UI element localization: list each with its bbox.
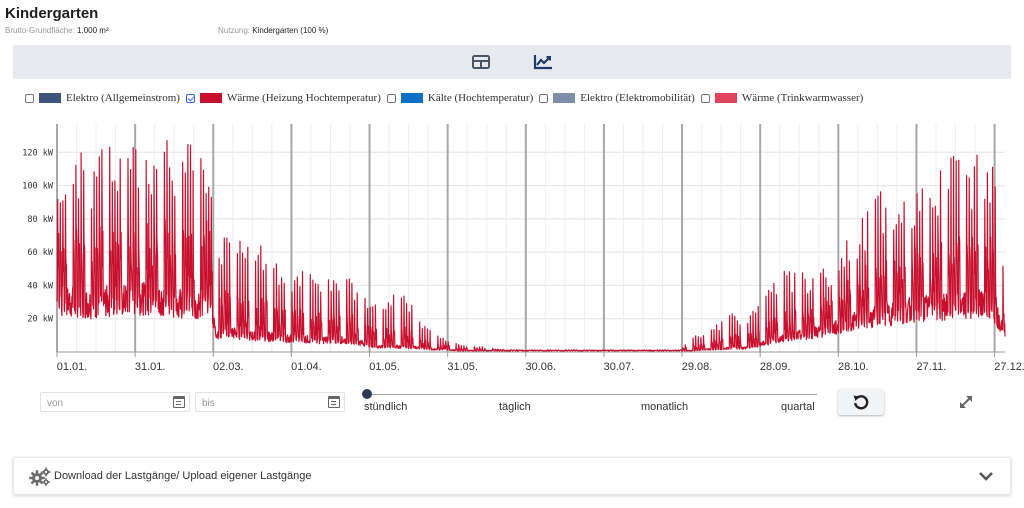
view-toolbar (13, 45, 1011, 79)
y-tick-label: 80 kW (27, 215, 53, 225)
table-view-button[interactable] (470, 52, 492, 72)
y-tick-label: 40 kW (27, 281, 53, 291)
x-tick-label: 28.10. (838, 361, 869, 370)
legend-checkbox[interactable] (25, 93, 34, 103)
x-tick-label: 27.12. (994, 361, 1024, 370)
x-tick-label: 01.04. (291, 361, 322, 370)
download-label: Download der Lastgänge/ Upload eigener L… (54, 470, 312, 482)
area-value: 1.000 m² (77, 26, 109, 35)
x-tick-label: 31.01. (135, 361, 166, 370)
calendar-icon[interactable] (173, 396, 185, 408)
line-chart-icon (533, 55, 552, 70)
series-line-heating (56, 140, 1006, 352)
x-tick-label: 31.05. (447, 361, 478, 370)
fullscreen-button[interactable] (957, 393, 975, 411)
usage-value: Kindergarten (100 %) (252, 26, 329, 35)
legend-label: Wärme (Heizung Hochtemperatur) (226, 92, 381, 104)
x-tick-label: 28.09. (760, 361, 791, 370)
legend-label: Elektro (Allgemeinstrom) (66, 92, 180, 104)
resolution-slider-track[interactable] (367, 394, 817, 395)
usage-info: Nutzung: Kindergarten (100 %) (218, 26, 328, 35)
x-tick-label: 30.07. (604, 361, 635, 370)
legend-checkbox[interactable] (185, 93, 195, 103)
y-tick-label: 100 kW (22, 182, 54, 192)
legend-item[interactable]: Kälte (Hochtemperatur) (386, 92, 534, 104)
download-accordion[interactable]: Download der Lastgänge/ Upload eigener L… (13, 457, 1011, 495)
date-from-input[interactable] (41, 394, 161, 413)
date-to-input[interactable] (196, 394, 316, 413)
resolution-option-monthly[interactable]: monatlich (641, 401, 689, 413)
area-info: Brutto-Grundfläche: 1.000 m² (5, 26, 109, 35)
legend-label: Wärme (Trinkwarmwasser) (741, 92, 864, 104)
legend-checkbox[interactable] (700, 93, 710, 103)
chart-legend: Elektro (Allgemeinstrom) Wärme (Heizung H… (25, 91, 869, 105)
load-profile-chart: 20 kW 40 kW 60 kW 80 kW 100 kW 120 kW 01.01. 31… (22, 124, 1024, 370)
legend-swatch (553, 93, 576, 103)
area-label: Brutto-Grundfläche: (5, 26, 75, 35)
legend-item[interactable]: Wärme (Trinkwarmwasser) (700, 92, 864, 104)
date-to-field[interactable] (195, 392, 345, 413)
gears-icon (29, 467, 51, 486)
legend-checkbox[interactable] (539, 93, 549, 103)
legend-swatch (39, 93, 61, 103)
chevron-down-icon (979, 472, 993, 481)
x-tick-label: 30.06. (525, 361, 556, 370)
usage-label: Nutzung: (218, 26, 251, 35)
legend-swatch (714, 93, 737, 103)
legend-item[interactable]: Wärme (Heizung Hochtemperatur) (185, 92, 381, 104)
legend-label: Kälte (Hochtemperatur) (427, 92, 534, 104)
legend-checkbox[interactable] (386, 93, 396, 103)
legend-swatch (199, 93, 222, 103)
legend-swatch (400, 93, 423, 103)
chart-view-button[interactable] (532, 52, 554, 72)
x-tick-label: 01.05. (369, 361, 400, 370)
page-title: Kindergarten (5, 5, 99, 22)
x-tick-label: 27.11. (917, 361, 947, 370)
reset-zoom-button[interactable] (838, 389, 884, 415)
expand-icon (960, 396, 972, 408)
x-tick-label: 29.08. (682, 361, 713, 370)
calendar-icon[interactable] (328, 396, 340, 408)
y-tick-label: 120 kW (22, 148, 54, 158)
x-tick-label: 02.03. (213, 361, 244, 370)
table-icon (472, 55, 490, 69)
resolution-slider-handle[interactable] (362, 389, 372, 399)
legend-item[interactable]: Elektro (Allgemeinstrom) (25, 92, 180, 104)
resolution-option-hourly[interactable]: stündlich (364, 401, 408, 413)
resolution-option-daily[interactable]: täglich (499, 401, 531, 413)
legend-item[interactable]: Elektro (Elektromobilität) (539, 92, 695, 104)
date-from-field[interactable] (40, 392, 190, 413)
legend-label: Elektro (Elektromobilität) (580, 92, 695, 104)
resolution-option-quarterly[interactable]: quartal (781, 401, 815, 413)
y-tick-label: 60 kW (27, 248, 53, 258)
y-tick-label: 20 kW (27, 315, 53, 325)
reset-icon (853, 395, 869, 410)
x-tick-label: 01.01. (57, 361, 88, 370)
